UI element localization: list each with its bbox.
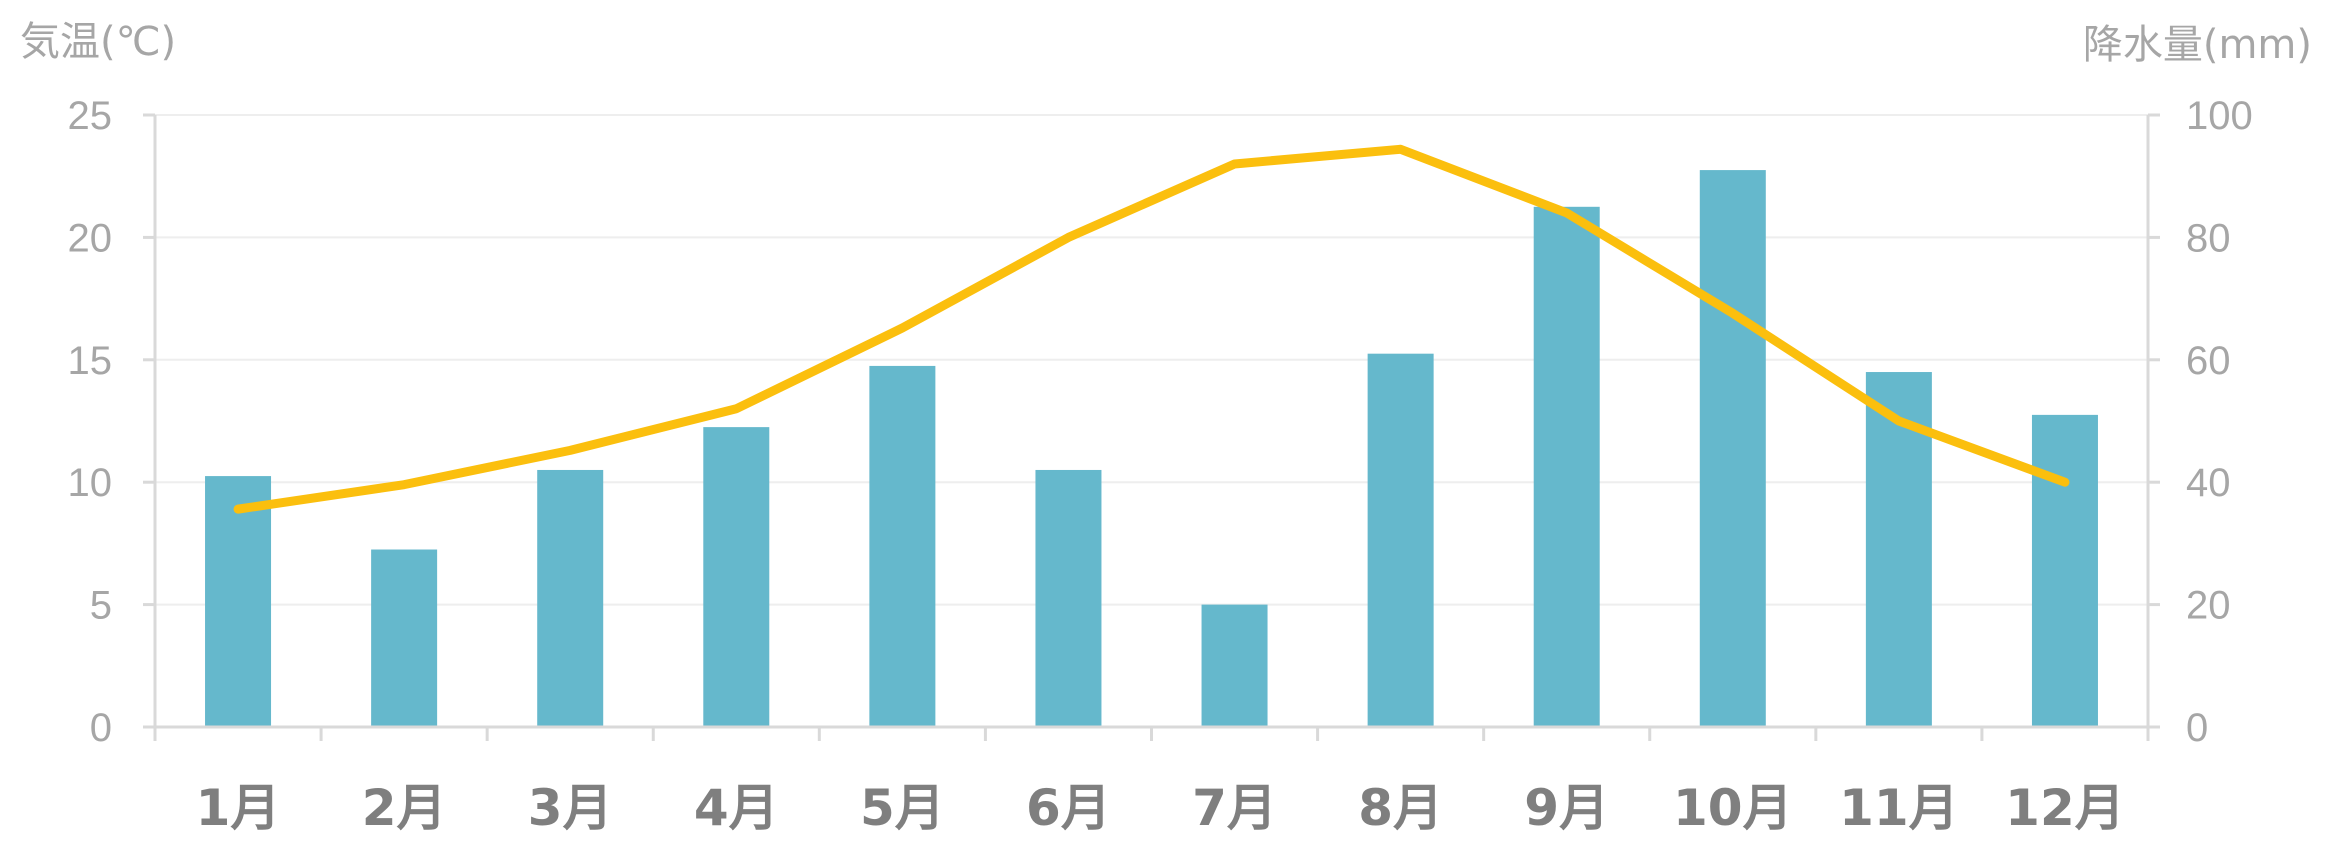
- left-tick-label-5: 25: [68, 94, 113, 138]
- axes: [143, 113, 2160, 741]
- category-label-3: 3月: [528, 779, 613, 837]
- category-label-6: 6月: [1026, 779, 1111, 837]
- temperature-line: [233, 144, 2070, 514]
- precipitation-bar-7: [1201, 604, 1268, 727]
- right-axis-unit: 降水量(mm): [2083, 22, 2312, 68]
- temperature-line-group: [233, 144, 2070, 514]
- left-tick-label-3: 15: [68, 339, 113, 383]
- right-tick-label-4: 80: [2186, 216, 2231, 260]
- category-labels: 1月 2月 3月 4月 5月 6月 7月 8月 9月 10月 11月 12月: [196, 779, 2125, 837]
- right-axis-ticks: 0 20 40 60 80 100: [2186, 94, 2253, 750]
- left-axis-unit: 気温(℃): [20, 19, 176, 65]
- precipitation-bars: [205, 170, 2098, 728]
- precipitation-bar-1: [205, 476, 272, 727]
- category-label-4: 4月: [694, 779, 779, 837]
- right-tick-label-0: 0: [2186, 706, 2208, 750]
- right-tick-label-2: 40: [2186, 461, 2231, 505]
- precipitation-bar-6: [1035, 469, 1102, 727]
- precipitation-bar-5: [869, 365, 936, 727]
- category-label-10: 10月: [1673, 779, 1793, 837]
- category-label-7: 7月: [1192, 779, 1277, 837]
- left-axis-ticks: 0 5 10 15 20 25: [68, 94, 113, 750]
- category-label-5: 5月: [860, 779, 945, 837]
- right-tick-label-5: 100: [2186, 94, 2253, 138]
- left-tick-label-1: 5: [90, 584, 112, 628]
- precipitation-bar-4: [703, 427, 770, 727]
- right-tick-label-1: 20: [2186, 584, 2231, 628]
- precipitation-bar-2: [371, 549, 438, 727]
- precipitation-bar-12: [2031, 414, 2098, 727]
- left-tick-label-4: 20: [68, 216, 113, 260]
- precipitation-bar-9: [1533, 206, 1600, 728]
- left-tick-label-2: 10: [68, 461, 113, 505]
- gridlines: [155, 114, 2148, 606]
- category-label-11: 11月: [1839, 779, 1959, 837]
- left-tick-label-0: 0: [90, 706, 112, 750]
- precipitation-bar-10: [1699, 170, 1766, 727]
- category-label-2: 2月: [362, 779, 447, 837]
- precipitation-bar-8: [1367, 353, 1434, 727]
- precipitation-bar-3: [537, 469, 604, 727]
- category-label-12: 12月: [2005, 779, 2125, 837]
- category-label-9: 9月: [1524, 779, 1609, 837]
- right-tick-label-3: 60: [2186, 339, 2231, 383]
- category-label-1: 1月: [196, 779, 281, 837]
- category-label-8: 8月: [1358, 779, 1443, 837]
